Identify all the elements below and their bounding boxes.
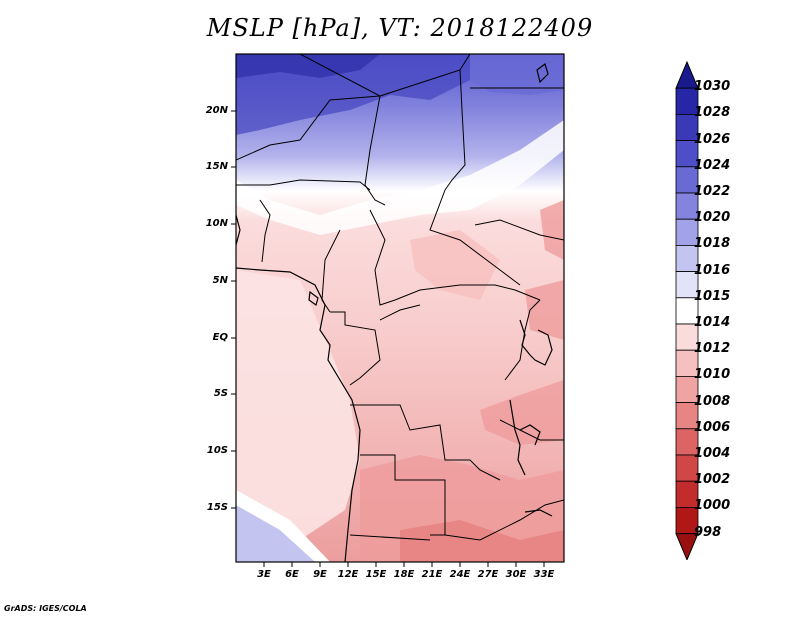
low-pressure-area (400, 520, 564, 562)
lat-ticks (231, 110, 236, 509)
colorbar-label: 1014 (694, 315, 731, 330)
isobar-band-1014 (236, 490, 330, 562)
colorbar-label: 1012 (694, 341, 731, 357)
map-frame (235, 53, 565, 563)
isobar-band-1014 (236, 120, 564, 235)
low-pressure-area (410, 230, 500, 300)
colorbar-label: 1002 (694, 472, 731, 488)
lon-label: 15E (365, 569, 387, 580)
high-pressure-area (470, 54, 564, 95)
lon-label: 21E (421, 569, 443, 580)
colorbar-cap-bottom (675, 533, 699, 560)
lon-label: 3E (257, 569, 271, 580)
colorbar-label: 1028 (694, 105, 731, 121)
lat-label: 5N (212, 275, 228, 286)
lon-label: 6E (285, 569, 299, 580)
lat-label: 15N (205, 161, 228, 172)
colorbar-label: 1016 (694, 262, 731, 278)
colorbar-label: 1010 (694, 367, 731, 383)
low-pressure-area (540, 200, 564, 260)
lat-label: 5S (213, 388, 228, 399)
colorbar-label: 1006 (694, 419, 731, 435)
footer-credit: GrADS: IGES/COLA (4, 604, 87, 613)
lat-label: 20N (205, 105, 228, 116)
lon-label: 18E (393, 569, 415, 580)
chart-title: MSLP [hPa], VT: 2018122409 (206, 14, 594, 42)
lat-label: 10S (206, 445, 228, 456)
lat-label: EQ (212, 332, 228, 343)
colorbar-label: 1020 (694, 210, 731, 226)
colorbar-label: 1008 (694, 393, 731, 409)
lon-ticks (263, 562, 545, 567)
lon-label: 24E (449, 569, 471, 580)
country-borders (236, 54, 564, 541)
coastline (236, 63, 553, 562)
high-pressure-area (236, 505, 315, 562)
high-pressure-area (236, 54, 380, 78)
colorbar (675, 60, 699, 560)
colorbar-label: 1022 (694, 184, 731, 199)
ocean-pressure-area (236, 270, 360, 562)
lon-label: 27E (477, 569, 499, 580)
low-pressure-area (480, 380, 564, 445)
lon-label: 30E (505, 569, 527, 580)
colorbar-label: 1018 (694, 236, 731, 252)
colorbar-label: 1000 (694, 498, 731, 514)
low-pressure-area (525, 280, 564, 340)
colorbar-label: 998 (694, 524, 722, 540)
lon-label: 9E (313, 569, 327, 580)
high-pressure-area (236, 54, 470, 135)
colorbar-label: 1004 (694, 446, 731, 461)
colorbar-label: 1015 (694, 288, 731, 304)
colorbar-label: 1024 (694, 157, 731, 173)
lat-label: 10N (205, 218, 228, 229)
lon-label: 33E (533, 569, 555, 580)
lon-label: 12E (337, 569, 359, 580)
lat-label: 15S (206, 502, 228, 513)
colorbar-label: 1026 (694, 131, 731, 147)
colorbar-label: 1030 (694, 79, 731, 95)
